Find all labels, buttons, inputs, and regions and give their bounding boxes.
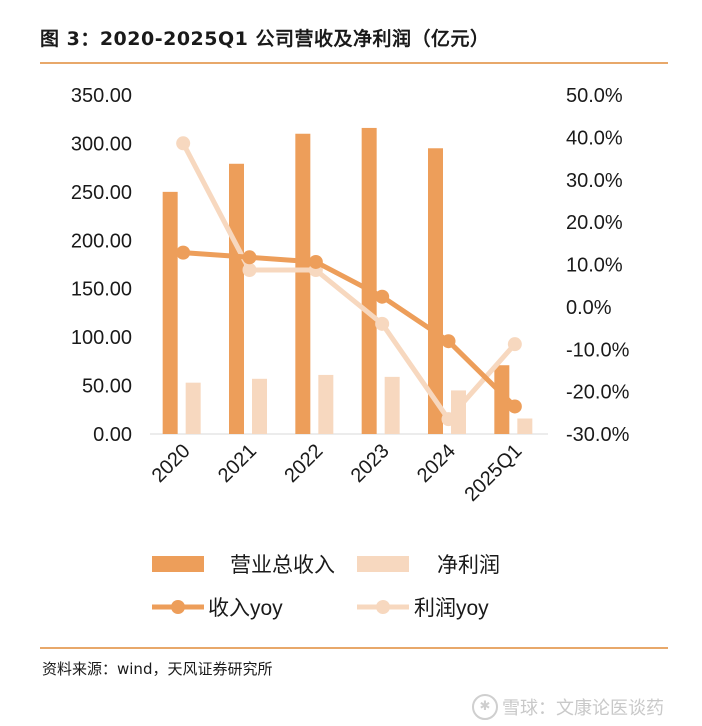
profit-yoy-point [441,412,456,427]
legend-marker-profit-yoy [376,600,390,614]
legend-marker-revenue-yoy [171,600,185,614]
right-axis-tick-label: -20.0% [566,382,630,404]
legend-swatch-net-profit [357,556,409,572]
profit-yoy-line [180,140,518,422]
title-divider [40,62,668,64]
right-axis-tick-label: 50.0% [566,85,623,107]
right-axis-tick-label: -10.0% [566,339,630,361]
combo-chart: 0.00 50.00 100.00 150.00 200.00 250.00 300.00 3… [71,85,630,620]
x-axis-category-label: 2024 [413,440,460,487]
bar-revenue [494,365,510,434]
right-axis-tick-label: 20.0% [566,212,623,234]
x-axis-category-label: 2022 [280,440,327,487]
left-axis-tick-label: 300.00 [71,133,132,155]
right-axis-tick-label: 0.0% [566,297,612,319]
bar-revenue [361,127,377,434]
x-axis-category-label: 2023 [347,440,394,487]
right-axis-tick-label: 40.0% [566,127,623,149]
legend-label-profit-yoy: 利润yoy [414,597,489,620]
left-axis-tick-label: 350.00 [71,85,132,107]
bar-net-profit [517,418,533,434]
left-axis-tick-label: 200.00 [71,230,132,252]
legend-label-revenue: 营业总收入 [230,554,335,577]
revenue-yoy-point [507,399,522,414]
bar-revenue [295,133,311,434]
legend-label-net-profit: 净利润 [437,554,500,577]
left-axis-tick-label: 250.00 [71,182,132,204]
left-axis-tick-label: 150.00 [71,279,132,301]
bar-revenue [229,163,244,435]
revenue-yoy-line [180,250,518,409]
bar-net-profit [384,376,400,434]
source-note: 资料来源：wind，天风证券研究所 [42,660,273,678]
bar-net-profit [185,382,201,434]
profit-yoy-point [375,316,390,331]
watermark-text: 雪球：文康论医谈药 [502,698,664,719]
revenue-yoy-point [308,254,323,269]
revenue-yoy-point [441,334,456,349]
left-axis-tick-label: 0.00 [93,424,132,446]
revenue-yoy-point [242,250,257,265]
profit-yoy-point [507,337,522,352]
source-divider [40,647,668,649]
bar-net-profit [318,374,334,434]
x-axis-category-label: 2025Q1 [460,440,526,506]
revenue-yoy-point [375,289,390,304]
legend-label-revenue-yoy: 收入yoy [208,597,283,620]
profit-yoy-point [242,263,257,278]
snowball-logo-icon: ✱ [472,694,498,720]
right-axis-tick-label: -30.0% [566,424,630,446]
left-axis-tick-label: 50.00 [82,376,132,398]
left-axis-tick-label: 100.00 [71,327,132,349]
legend-swatch-revenue [152,556,204,572]
profit-yoy-point [176,136,191,151]
bar-revenue [428,148,443,434]
bar-revenue [162,191,178,434]
right-axis-tick-label: 30.0% [566,170,623,192]
x-axis-category-label: 2020 [148,440,195,487]
figure-title: 图 3：2020-2025Q1 公司营收及净利润（亿元） [40,28,490,50]
watermark: ✱ 雪球：文康论医谈药 [472,694,664,720]
bar-net-profit [252,378,267,434]
right-axis-tick-label: 10.0% [566,255,623,277]
revenue-yoy-point [176,245,191,260]
x-axis-category-label: 2021 [214,440,261,487]
